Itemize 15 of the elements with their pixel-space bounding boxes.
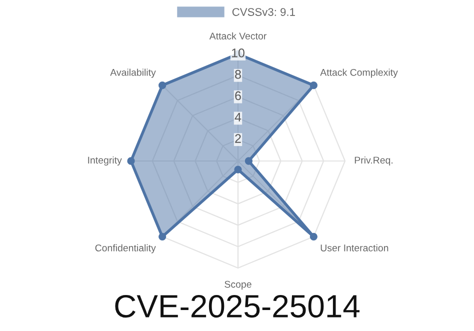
legend-label: CVSSv3: 9.1 — [232, 8, 295, 16]
text: CVE-2025-25014 — [115, 294, 360, 318]
spoke-label: User Interaction — [320, 244, 388, 252]
spoke-label: Integrity — [88, 156, 122, 166]
y-tick-label: 8 — [235, 70, 241, 79]
spoke-label: Attack Vector — [209, 32, 266, 40]
spoke-label: Priv.Req. — [354, 156, 392, 166]
spoke-label: Scope — [224, 280, 252, 290]
y-tick-label: 10 — [232, 48, 244, 58]
spoke-label: Attack Complexity — [320, 68, 398, 78]
y-tick-label: 6 — [235, 91, 241, 100]
y-tick-label: 4 — [234, 112, 242, 122]
spoke-label: Confidentiality — [95, 244, 156, 254]
y-tick-label: 2 — [235, 134, 241, 143]
spoke-label: Availability — [110, 68, 156, 78]
